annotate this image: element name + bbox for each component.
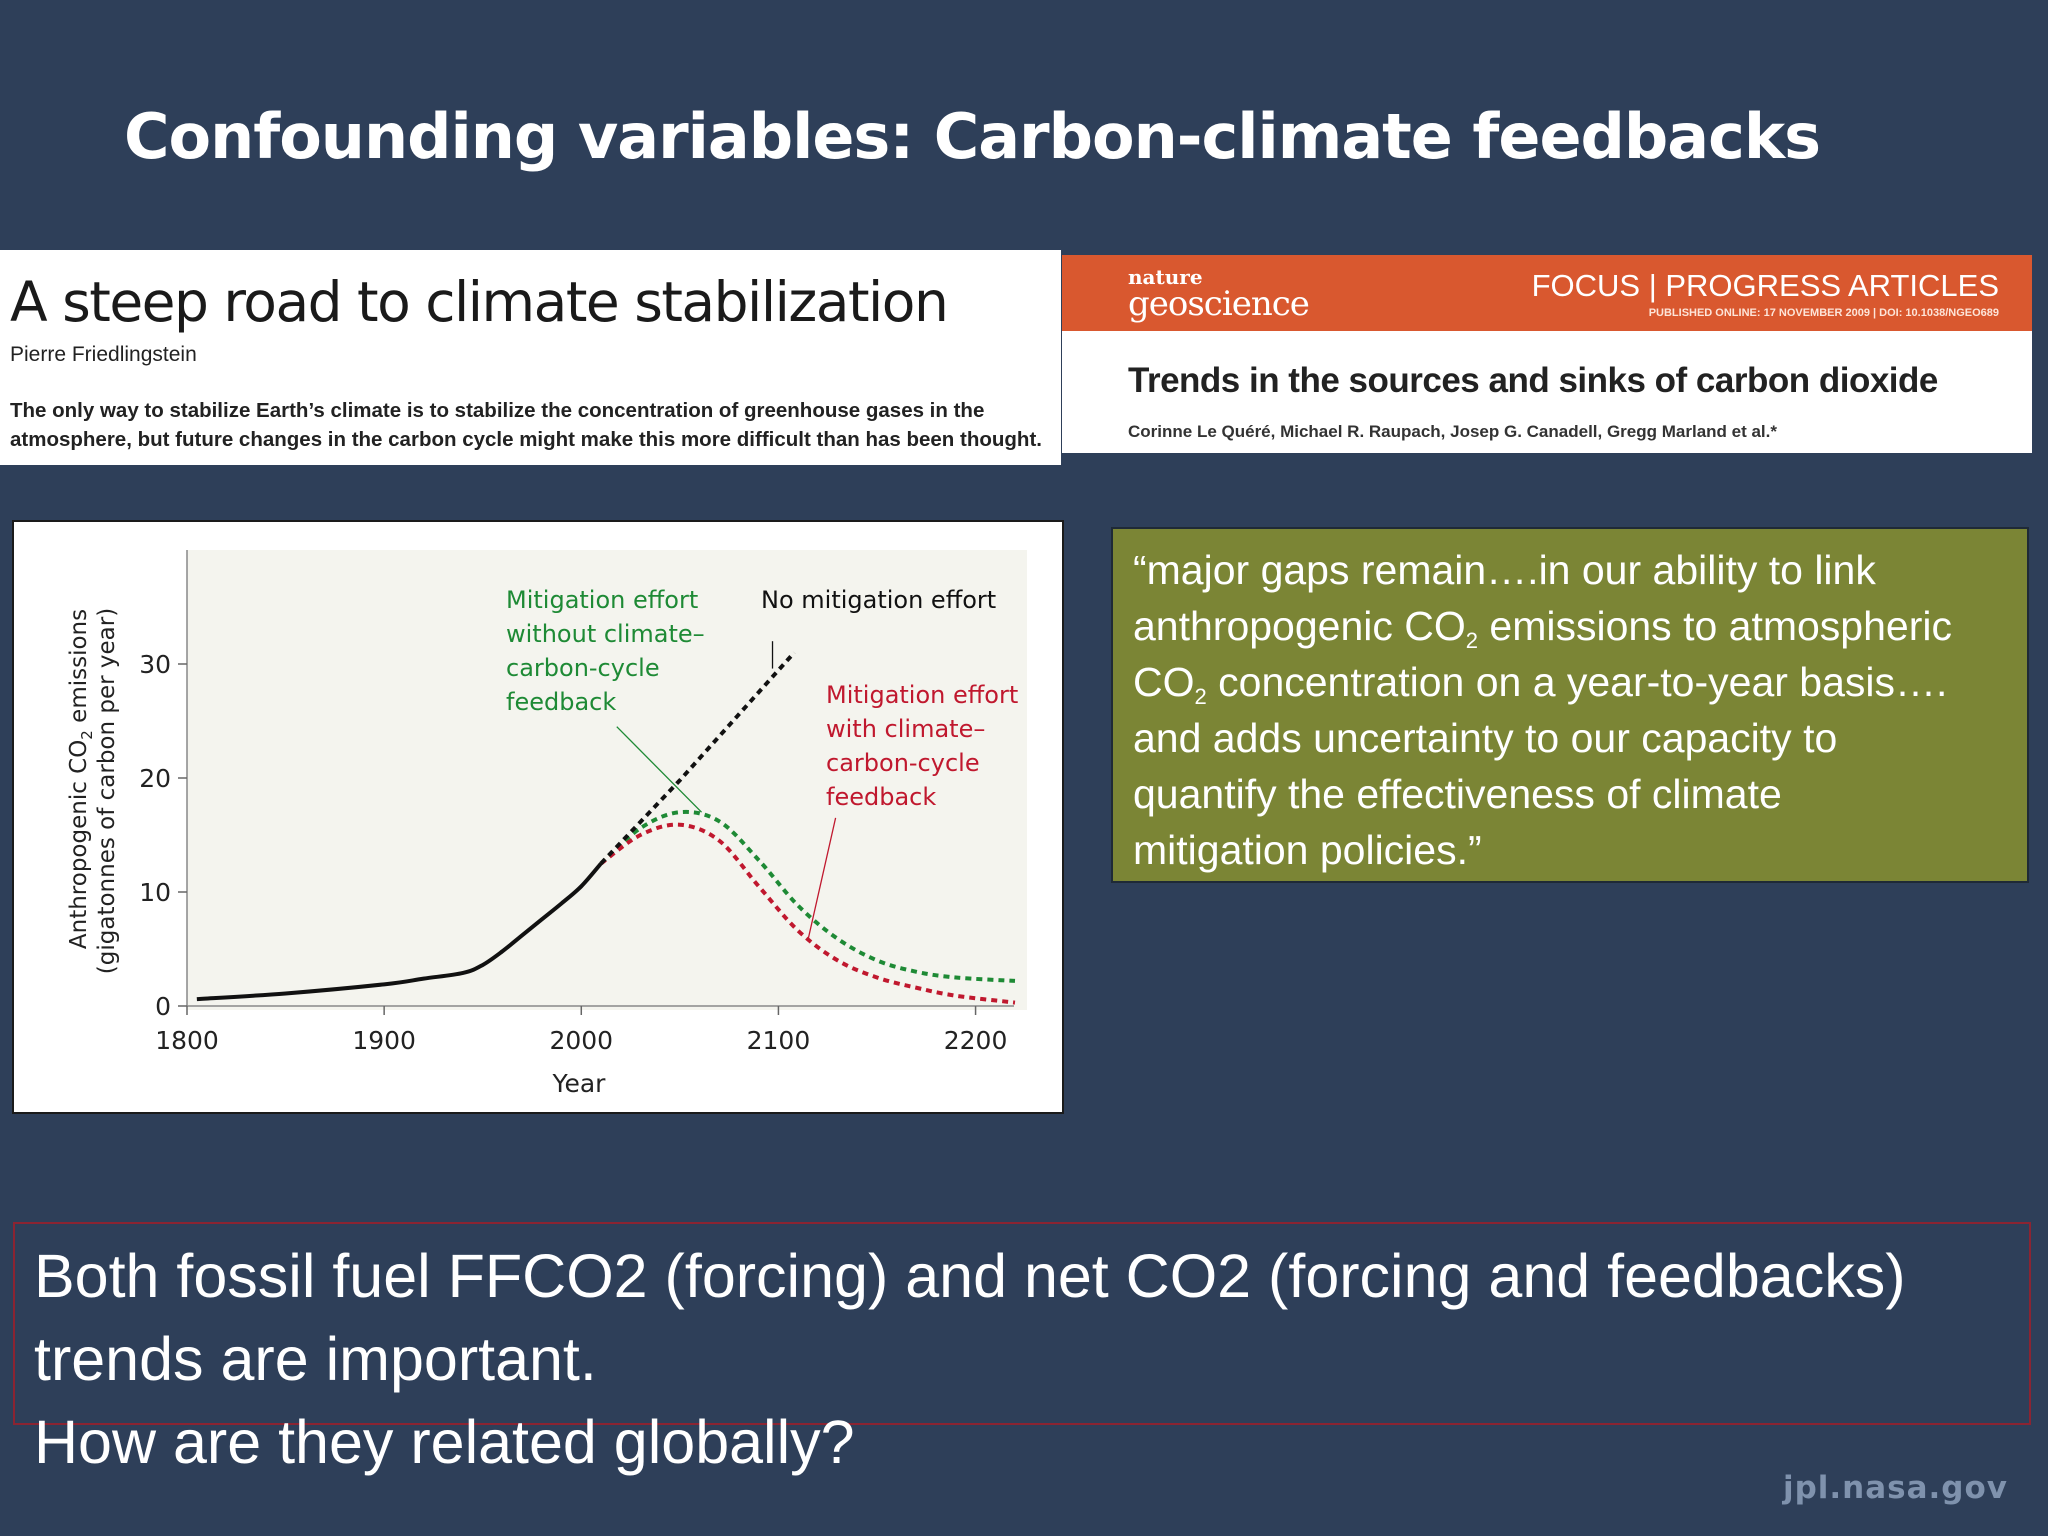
- quote-line: and adds uncertainty to our capacity to: [1133, 715, 1838, 761]
- journal-banner: nature geoscience FOCUS | PROGRESS ARTIC…: [1062, 255, 2032, 331]
- series-layer: [196, 651, 1016, 1005]
- series-line-3: [599, 822, 1016, 1005]
- annotation-mitigation-with-feedback: Mitigation effort with climate– carbon-c…: [826, 681, 1026, 811]
- x-tick-label: 2000: [549, 1026, 613, 1055]
- axis-ticks: [178, 663, 977, 1015]
- journal-logo-line2: geoscience: [1128, 284, 1310, 324]
- conclusion-text: Both fossil fuel FFCO2 (forcing) and net…: [34, 1235, 2034, 1484]
- footer-url: jpl.nasa.gov: [1782, 1470, 2008, 1506]
- emissions-chart: 1800 1900 2000 2100 2200 0 10 20 30 Year Anthrop…: [66, 550, 1027, 1098]
- x-tick-label: 2100: [747, 1026, 811, 1055]
- series-line-1: [599, 651, 796, 865]
- subscript: 2: [1465, 628, 1479, 653]
- journal-logo-line1: nature: [1128, 265, 1203, 289]
- y-axis-label-end: emissions: [66, 609, 92, 730]
- article-headline: Trends in the sources and sinks of carbo…: [1128, 361, 1938, 400]
- series-line-2: [599, 809, 1016, 983]
- y-tick-label: 30: [139, 650, 171, 679]
- article-author: Pierre Friedlingstein: [10, 343, 197, 366]
- article-header-friedlingstein: A steep road to climate stabilization Pi…: [0, 250, 1061, 465]
- publication-info: PUBLISHED ONLINE: 17 NOVEMBER 2009 | DOI…: [1648, 307, 1999, 319]
- quote-line: quantify the effectiveness of climate: [1133, 771, 1782, 817]
- emissions-chart-frame: 1800 1900 2000 2100 2200 0 10 20 30 Year Anthrop…: [12, 520, 1064, 1114]
- annotation-no-mitigation: No mitigation effort: [761, 586, 996, 614]
- x-axis-label: Year: [552, 1069, 607, 1098]
- series-line-0: [196, 862, 603, 1002]
- quote-line: mitigation policies.”: [1133, 827, 1482, 873]
- journal-section: FOCUS | PROGRESS ARTICLES: [1531, 268, 1999, 303]
- quote-line: CO2 concentration on a year-to-year basi…: [1133, 654, 2007, 710]
- conclusion-box: [13, 1222, 2031, 1425]
- journal-logo: nature geoscience: [1128, 265, 1310, 324]
- conclusion-line: trends are important.: [34, 1325, 597, 1393]
- y-tick-label: 0: [155, 992, 171, 1021]
- y-tick-label: 20: [139, 764, 171, 793]
- y-axis-label-sub: 2: [78, 730, 96, 740]
- annotation-leaders: [616, 641, 837, 941]
- y-axis-label-main: Anthropogenic CO: [66, 740, 92, 949]
- x-tick-label: 2200: [944, 1026, 1008, 1055]
- x-tick-label: 1900: [352, 1026, 416, 1055]
- quote-fragment: anthropogenic CO: [1133, 603, 1466, 649]
- quote-fragment: emissions to atmospheric: [1478, 603, 1952, 649]
- leader-line-green: [616, 726, 703, 813]
- plot-background: [187, 550, 1027, 1010]
- article-header-le-quere: nature geoscience FOCUS | PROGRESS ARTIC…: [1062, 255, 2032, 453]
- quote-line: anthropogenic CO2 emissions to atmospher…: [1133, 598, 2007, 654]
- y-axis-label: Anthropogenic CO2 emissions: [66, 609, 96, 949]
- y-axis-label-line2: (gigatonnes of carbon per year): [94, 608, 120, 974]
- tick-labels: 1800 1900 2000 2100 2200 0 10 20 30: [139, 650, 1007, 1055]
- conclusion-line: How are they related globally?: [34, 1408, 855, 1476]
- subscript: 2: [1194, 684, 1207, 709]
- quote-fragment: concentration on a year-to-year basis….: [1206, 659, 1948, 705]
- quote-box: “major gaps remain….in our ability to li…: [1111, 527, 2029, 883]
- article-authors: Corinne Le Quéré, Michael R. Raupach, Jo…: [1128, 422, 1777, 441]
- y-tick-label: 10: [139, 878, 171, 907]
- quote-line: “major gaps remain….in our ability to li…: [1133, 547, 1876, 593]
- slide-title: Confounding variables: Carbon-climate fe…: [124, 100, 1821, 173]
- article-abstract: The only way to stabilize Earth’s climat…: [10, 399, 1042, 451]
- conclusion-line: Both fossil fuel FFCO2 (forcing) and net…: [34, 1242, 1906, 1310]
- x-tick-label: 1800: [155, 1026, 219, 1055]
- quote-fragment: CO: [1133, 659, 1195, 705]
- article-headline: A steep road to climate stabilization: [10, 270, 949, 334]
- annotation-mitigation-no-feedback: Mitigation effort without climate– carbo…: [506, 586, 712, 716]
- leader-line-red: [807, 817, 837, 941]
